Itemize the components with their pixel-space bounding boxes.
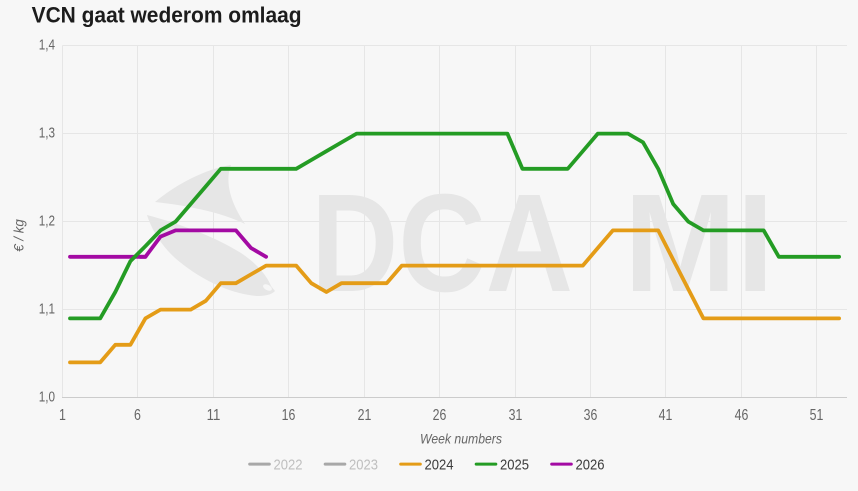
svg-text:36: 36 bbox=[584, 407, 598, 424]
svg-text:1,0: 1,0 bbox=[39, 389, 55, 405]
svg-text:Week numbers: Week numbers bbox=[420, 432, 502, 447]
svg-text:2026: 2026 bbox=[576, 456, 605, 473]
svg-text:1,4: 1,4 bbox=[39, 37, 55, 53]
svg-text:11: 11 bbox=[207, 407, 221, 424]
svg-text:46: 46 bbox=[735, 407, 749, 424]
svg-text:€ / kg: € / kg bbox=[12, 219, 27, 252]
svg-text:DCA: DCA bbox=[311, 165, 573, 321]
svg-text:41: 41 bbox=[659, 407, 673, 424]
svg-text:6: 6 bbox=[134, 407, 141, 424]
svg-text:2022: 2022 bbox=[274, 456, 303, 473]
svg-text:26: 26 bbox=[433, 407, 447, 424]
svg-text:MI: MI bbox=[624, 165, 774, 321]
svg-text:21: 21 bbox=[358, 407, 372, 424]
svg-text:16: 16 bbox=[282, 407, 296, 424]
svg-text:31: 31 bbox=[509, 407, 523, 424]
svg-text:2023: 2023 bbox=[349, 456, 378, 473]
svg-text:VCN gaat wederom omlaag: VCN gaat wederom omlaag bbox=[32, 3, 302, 28]
svg-text:2025: 2025 bbox=[500, 456, 529, 473]
svg-text:2024: 2024 bbox=[425, 456, 454, 473]
svg-text:1,1: 1,1 bbox=[39, 301, 55, 317]
svg-text:51: 51 bbox=[810, 407, 824, 424]
svg-text:1,2: 1,2 bbox=[39, 213, 55, 229]
svg-text:1,3: 1,3 bbox=[39, 125, 55, 141]
svg-text:1: 1 bbox=[59, 407, 66, 424]
